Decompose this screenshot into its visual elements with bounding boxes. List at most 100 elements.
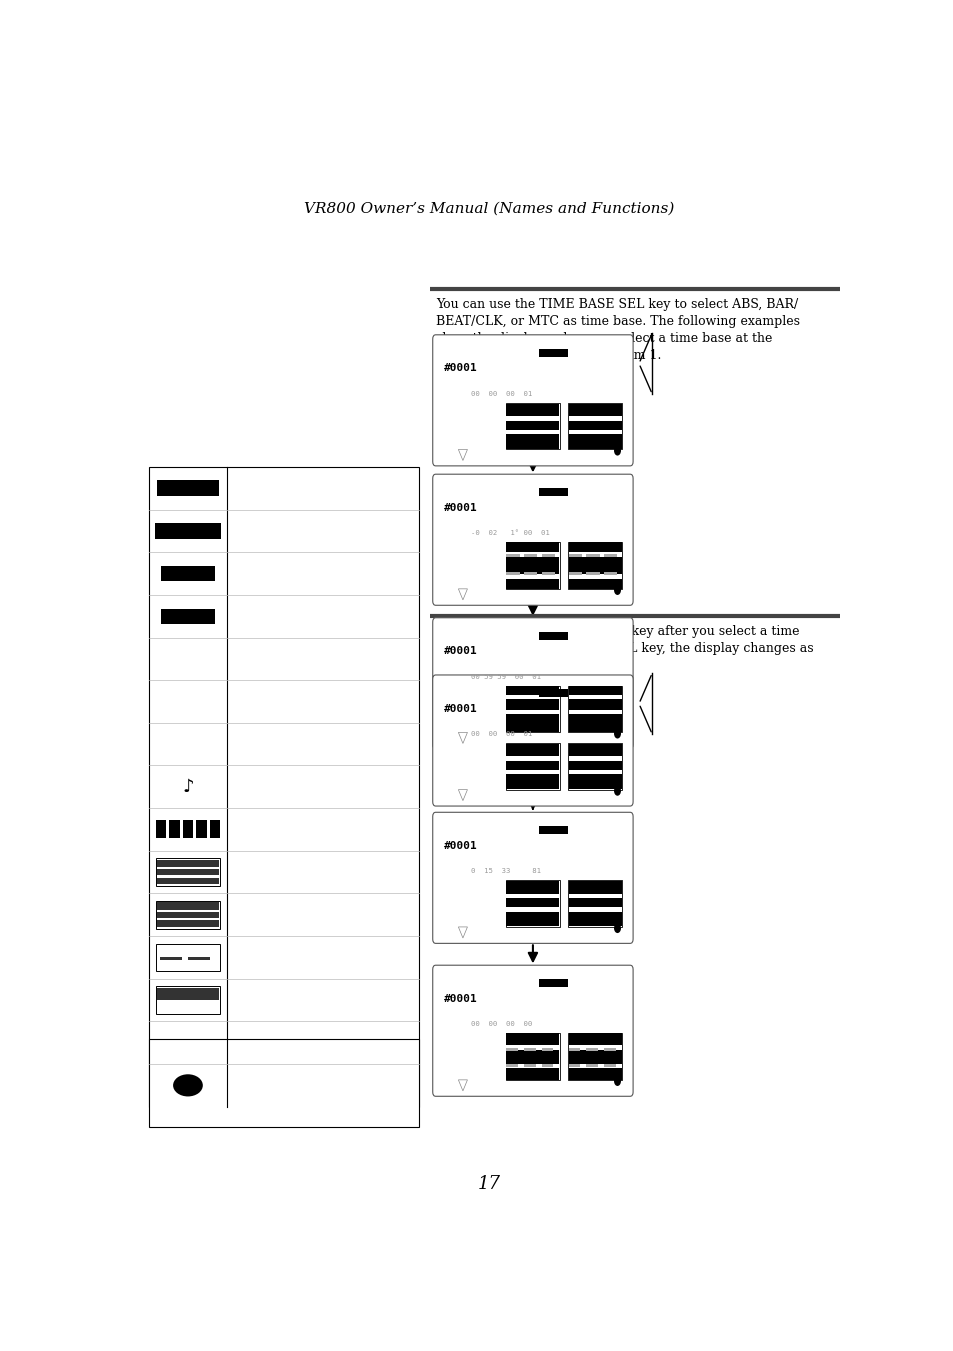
Bar bbox=[586, 1063, 598, 1067]
Bar bbox=[506, 404, 558, 449]
Bar bbox=[568, 1050, 621, 1063]
FancyBboxPatch shape bbox=[433, 676, 633, 807]
Bar bbox=[506, 557, 558, 574]
Bar bbox=[568, 908, 621, 912]
Bar bbox=[505, 403, 559, 450]
Circle shape bbox=[614, 923, 620, 934]
FancyBboxPatch shape bbox=[433, 474, 633, 605]
Bar bbox=[568, 1063, 579, 1067]
Bar bbox=[506, 686, 558, 694]
Bar bbox=[523, 554, 537, 557]
Bar bbox=[154, 523, 221, 539]
Bar bbox=[505, 686, 559, 732]
Bar bbox=[568, 430, 621, 434]
Bar bbox=[506, 1069, 558, 1079]
Bar bbox=[568, 404, 621, 449]
Bar bbox=[541, 1063, 553, 1067]
Bar bbox=[183, 820, 193, 839]
Bar bbox=[538, 349, 567, 357]
Bar bbox=[155, 943, 220, 971]
Text: 00  00  00  00: 00 00 00 00 bbox=[470, 1021, 532, 1027]
FancyBboxPatch shape bbox=[433, 812, 633, 943]
Bar bbox=[506, 698, 558, 711]
Bar bbox=[157, 909, 218, 912]
Bar bbox=[568, 574, 621, 578]
Bar bbox=[506, 1063, 517, 1067]
Bar bbox=[506, 744, 558, 789]
Bar bbox=[568, 1034, 621, 1079]
Circle shape bbox=[614, 585, 620, 594]
Bar bbox=[505, 881, 559, 927]
Bar bbox=[568, 694, 621, 698]
Bar bbox=[523, 1047, 535, 1051]
Bar bbox=[568, 744, 621, 789]
Bar bbox=[155, 820, 166, 839]
Bar bbox=[586, 571, 599, 574]
Bar bbox=[568, 711, 621, 715]
Text: 0  15  33     81: 0 15 33 81 bbox=[470, 869, 540, 874]
Bar bbox=[157, 875, 218, 878]
Bar bbox=[506, 542, 558, 553]
Bar bbox=[523, 1063, 535, 1067]
Bar bbox=[538, 689, 567, 697]
Text: -0  02   1° 00  01: -0 02 1° 00 01 bbox=[470, 530, 549, 536]
FancyBboxPatch shape bbox=[433, 617, 633, 748]
Text: #0001: #0001 bbox=[443, 704, 476, 713]
Text: #0001: #0001 bbox=[443, 503, 476, 513]
Bar bbox=[185, 1008, 206, 1011]
Text: #0001: #0001 bbox=[443, 994, 476, 1004]
Bar bbox=[506, 1050, 558, 1063]
Bar bbox=[506, 715, 558, 732]
Bar bbox=[506, 757, 558, 761]
Bar bbox=[505, 743, 559, 789]
Bar bbox=[568, 770, 621, 774]
Bar bbox=[586, 1047, 598, 1051]
Bar bbox=[155, 986, 220, 1013]
Text: ♪: ♪ bbox=[182, 778, 193, 796]
Bar bbox=[568, 757, 621, 761]
Bar bbox=[156, 480, 219, 496]
Bar bbox=[210, 820, 220, 839]
Bar bbox=[568, 894, 621, 898]
Bar bbox=[586, 554, 599, 557]
Bar bbox=[506, 553, 558, 557]
Circle shape bbox=[614, 446, 620, 455]
Bar bbox=[155, 858, 220, 886]
Bar bbox=[506, 770, 558, 774]
Bar bbox=[506, 1044, 558, 1050]
Bar bbox=[155, 901, 220, 928]
Ellipse shape bbox=[172, 1074, 203, 1097]
Bar bbox=[541, 1047, 553, 1051]
FancyBboxPatch shape bbox=[433, 335, 633, 466]
Bar bbox=[157, 859, 218, 885]
Bar bbox=[506, 578, 558, 589]
Bar bbox=[538, 827, 567, 835]
Bar bbox=[505, 1034, 559, 1079]
Bar bbox=[568, 881, 621, 927]
Text: 17: 17 bbox=[476, 1174, 500, 1193]
Text: 00  00  00  01: 00 00 00 01 bbox=[470, 731, 532, 736]
Bar bbox=[568, 1063, 621, 1069]
Bar bbox=[506, 694, 558, 698]
Bar bbox=[506, 416, 558, 420]
Bar bbox=[149, 467, 418, 1106]
Bar bbox=[568, 571, 581, 574]
Bar bbox=[538, 979, 567, 988]
FancyBboxPatch shape bbox=[433, 965, 633, 1096]
Bar bbox=[541, 571, 555, 574]
Bar bbox=[157, 917, 218, 920]
Bar bbox=[603, 554, 617, 557]
Text: You can use the TIME BASE SEL key to select ABS, BAR/
BEAT/CLK, or MTC as time b: You can use the TIME BASE SEL key to sel… bbox=[436, 299, 799, 362]
Bar bbox=[169, 820, 179, 839]
Bar bbox=[568, 416, 621, 420]
Bar bbox=[506, 571, 519, 574]
Bar bbox=[603, 1047, 615, 1051]
Bar bbox=[568, 715, 621, 732]
Bar bbox=[603, 1063, 615, 1067]
Bar bbox=[157, 988, 218, 1001]
Circle shape bbox=[614, 786, 620, 796]
Bar bbox=[506, 430, 558, 434]
Bar bbox=[541, 554, 555, 557]
Circle shape bbox=[614, 728, 620, 739]
Text: 00  00  00  01: 00 00 00 01 bbox=[470, 390, 532, 397]
